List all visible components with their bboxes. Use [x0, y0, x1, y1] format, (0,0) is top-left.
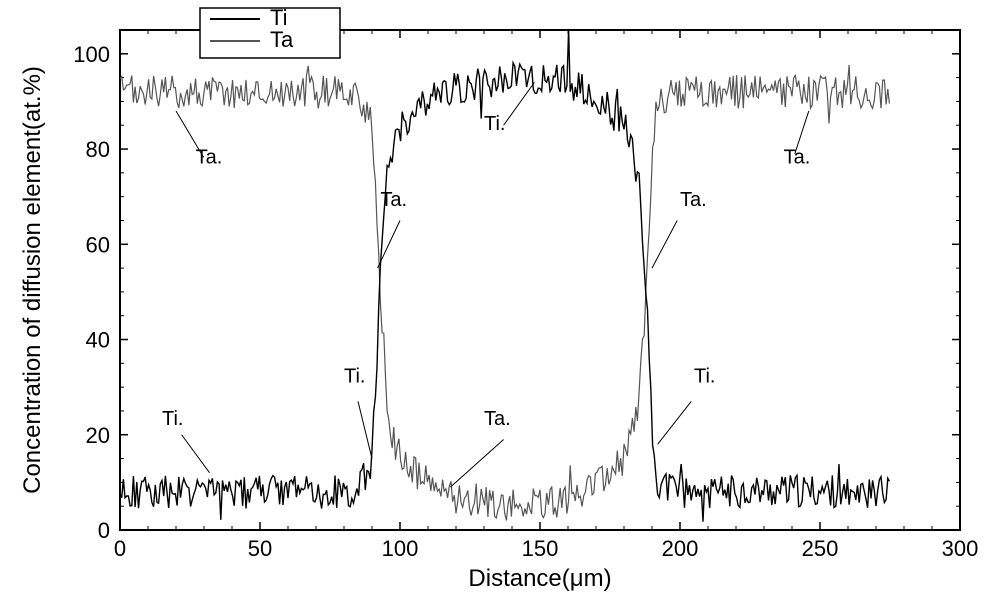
y-tick-label: 40 [86, 328, 110, 353]
x-tick-label: 300 [942, 536, 979, 561]
annotation-label: Ta. [784, 146, 811, 168]
y-tick-label: 20 [86, 423, 110, 448]
annotation-label: Ta. [680, 189, 707, 211]
series-Ti [120, 29, 889, 521]
x-tick-label: 250 [802, 536, 839, 561]
x-tick-label: 100 [382, 536, 419, 561]
annotation-label: Ta. [484, 408, 511, 430]
x-axis-label: Distance(μm) [468, 565, 611, 592]
x-tick-label: 150 [522, 536, 559, 561]
y-tick-label: 80 [86, 137, 110, 162]
annotation-leader [378, 220, 400, 268]
x-tick-label: 50 [248, 536, 272, 561]
x-tick-label: 0 [114, 536, 126, 561]
annotation-label: Ti. [162, 408, 183, 430]
annotation-label: Ta. [380, 189, 407, 211]
annotation-leader [182, 435, 210, 473]
y-tick-label: 60 [86, 232, 110, 257]
legend-label: Ta [270, 27, 294, 52]
y-tick-label: 100 [73, 42, 110, 67]
chart-svg: 0 50 100 150 200 250 300 0 20 40 60 80 100 Distance(μ… [0, 0, 1000, 608]
annotation-leader [450, 440, 503, 488]
annotation-label: Ta. [196, 146, 223, 168]
annotation-label: Ti. [694, 365, 715, 387]
y-axis-label: Concentration of diffusion element(at.%) [19, 66, 46, 494]
annotation-label: Ti. [484, 113, 505, 135]
y-tick-label: 0 [98, 518, 110, 543]
annotation-leader [176, 111, 204, 157]
annotation-leader [358, 401, 372, 458]
plot-border [120, 30, 960, 530]
x-tick-label: 200 [662, 536, 699, 561]
annotation-leader [652, 220, 677, 268]
annotation-label: Ti. [344, 365, 365, 387]
annotation-leader [658, 401, 692, 444]
diffusion-profile-chart: 0 50 100 150 200 250 300 0 20 40 60 80 100 Distance(μ… [0, 0, 1000, 608]
